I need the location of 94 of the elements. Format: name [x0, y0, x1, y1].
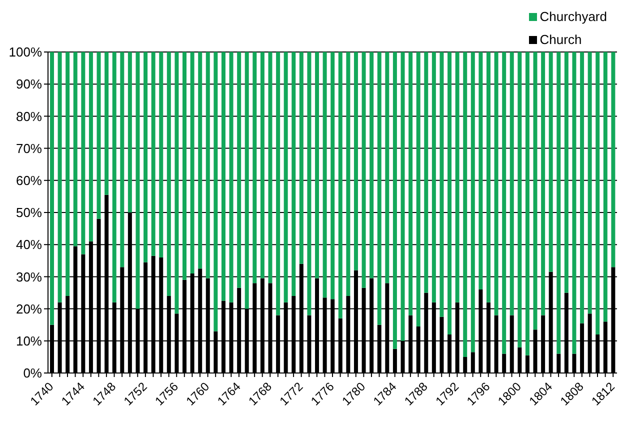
bar — [120, 52, 124, 268]
legend-label: Churchyard — [540, 8, 607, 26]
bar — [354, 52, 358, 270]
bar — [58, 52, 62, 302]
bar — [104, 52, 109, 195]
bar — [128, 52, 132, 212]
bar — [206, 52, 210, 278]
bar — [494, 52, 498, 316]
bar — [424, 52, 428, 293]
bar — [502, 354, 506, 373]
y-tick-label: 90% — [16, 76, 42, 92]
bar — [50, 52, 54, 325]
bar — [260, 52, 264, 278]
bar — [470, 352, 475, 373]
bar — [159, 52, 164, 258]
y-tick-label: 30% — [16, 269, 42, 284]
bar — [611, 52, 616, 268]
y-tick-label: 0% — [23, 366, 42, 381]
bar — [166, 52, 171, 296]
y-tick-label: 20% — [16, 301, 42, 316]
bar — [144, 52, 148, 262]
bar — [88, 52, 93, 242]
bar — [556, 52, 561, 354]
bar — [182, 52, 187, 280]
y-tick-label: 70% — [16, 140, 42, 156]
bar — [440, 52, 444, 317]
bar — [463, 356, 468, 373]
bar — [455, 52, 460, 302]
bar — [362, 52, 366, 288]
bar — [525, 52, 530, 356]
bar — [448, 52, 452, 334]
bar — [572, 354, 576, 373]
bar — [603, 52, 608, 322]
bar — [237, 52, 242, 288]
bar — [432, 52, 436, 302]
bar — [73, 52, 78, 246]
bar — [276, 52, 280, 316]
bar — [572, 52, 576, 354]
bar — [564, 52, 568, 293]
bar — [346, 52, 350, 296]
bar — [370, 52, 374, 278]
bar — [284, 52, 288, 302]
y-tick-label: 60% — [16, 173, 42, 188]
bar — [377, 52, 382, 325]
bar — [66, 52, 70, 296]
y-tick-label: 80% — [16, 108, 42, 124]
bar — [510, 52, 514, 316]
bar — [518, 52, 522, 348]
bar — [214, 52, 218, 332]
bar — [330, 52, 335, 300]
bar — [408, 52, 413, 316]
bar — [478, 52, 483, 290]
y-tick-label: 50% — [16, 205, 42, 220]
bar — [221, 52, 226, 301]
bar — [400, 52, 405, 341]
bar — [81, 52, 86, 254]
y-tick-label: 100% — [8, 44, 42, 60]
bar — [268, 52, 272, 284]
bar — [315, 52, 320, 278]
bar — [533, 52, 538, 330]
bar — [525, 355, 530, 373]
bar — [174, 52, 179, 314]
bar — [190, 52, 194, 274]
bar — [229, 52, 234, 302]
bar — [96, 52, 101, 219]
bar — [548, 52, 553, 272]
bar — [518, 347, 522, 373]
bar — [385, 52, 390, 284]
bar — [307, 52, 312, 316]
bar — [322, 52, 327, 298]
bar — [588, 52, 592, 314]
bar — [292, 52, 296, 296]
bar — [416, 52, 420, 326]
bar — [299, 52, 304, 264]
bar — [252, 52, 257, 284]
bar — [596, 52, 600, 334]
bar — [502, 52, 506, 354]
bar — [151, 52, 156, 256]
bar — [541, 52, 546, 316]
bar — [112, 52, 116, 302]
bar — [136, 52, 140, 309]
bar — [470, 52, 475, 352]
y-tick-label: 10% — [16, 334, 42, 349]
bar — [198, 52, 202, 269]
bar — [338, 52, 342, 318]
legend-label: Church — [540, 31, 582, 49]
bar — [486, 52, 490, 302]
y-tick-label: 40% — [16, 237, 42, 252]
bar — [556, 354, 561, 373]
bar — [463, 52, 468, 357]
bar — [244, 52, 249, 309]
bar — [392, 52, 397, 349]
bar — [392, 348, 397, 373]
bar — [580, 52, 584, 324]
